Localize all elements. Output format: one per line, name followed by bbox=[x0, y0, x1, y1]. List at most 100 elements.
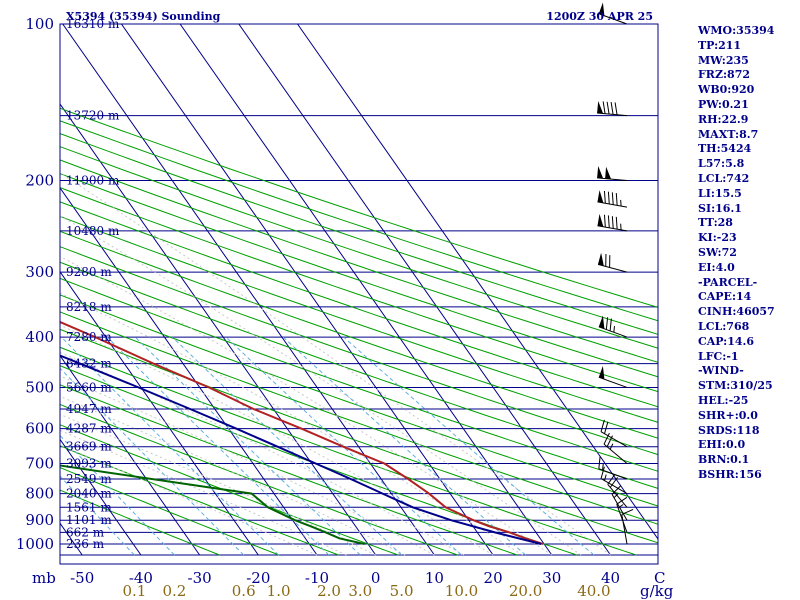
mixing-ratio-tick-label: 0.1 bbox=[122, 582, 146, 600]
index-item: SRDS:118 bbox=[698, 423, 760, 437]
wind-barb-shaft bbox=[597, 177, 628, 182]
wind-full-barb bbox=[600, 466, 605, 479]
mixing-ratio-line bbox=[282, 336, 526, 556]
index-item: STM:310/25 bbox=[698, 379, 773, 393]
wind-full-barb bbox=[606, 101, 610, 115]
moist-adiabat-line bbox=[60, 444, 318, 556]
pressure-tick-labels: 100 200 300 400 500 600 700 800 900 1000 bbox=[16, 15, 54, 553]
isotherm-line bbox=[60, 270, 259, 556]
wind-flag bbox=[597, 166, 604, 179]
wind-full-barb bbox=[603, 432, 610, 445]
wind-flag bbox=[597, 190, 604, 203]
dry-adiabat-line bbox=[60, 159, 658, 363]
dry-adiabat-line bbox=[60, 467, 280, 556]
dry-adiabat-line bbox=[60, 403, 458, 556]
wind-barb-shaft bbox=[598, 468, 628, 480]
moist-adiabat-line bbox=[60, 255, 553, 556]
moist-adiabat-line bbox=[60, 324, 494, 556]
temperature-tick-label: -30 bbox=[188, 569, 212, 587]
pressure-tick-label: 1000 bbox=[16, 535, 54, 553]
dry-adiabat-line bbox=[60, 346, 637, 556]
dry-adiabat-line bbox=[60, 489, 220, 556]
mixing-ratio-tick-label: 20.0 bbox=[509, 582, 542, 600]
wind-flag bbox=[598, 252, 604, 266]
pressure-tick-label: 100 bbox=[25, 15, 54, 33]
mixing-ratio-line bbox=[134, 336, 361, 556]
temperature-tick-label: -10 bbox=[305, 569, 329, 587]
wind-barb bbox=[597, 101, 628, 117]
indices-panel: WMO:35394 TP:211 MW:235 FRZ:872 WB0:920 PW:0.… bbox=[698, 24, 798, 483]
temperature-tick-label: 20 bbox=[484, 569, 503, 587]
wind-barb-shaft bbox=[600, 431, 628, 448]
wind-flag bbox=[605, 166, 612, 180]
isotherm-line bbox=[60, 354, 201, 556]
isotherm-line bbox=[179, 24, 553, 556]
wind-half-barb bbox=[613, 493, 619, 499]
temperature-tick-label: 10 bbox=[425, 569, 444, 587]
isobar-grid bbox=[60, 23, 658, 556]
wind-full-barb bbox=[607, 191, 610, 205]
wind-barb bbox=[598, 365, 628, 388]
wind-barb-shaft bbox=[600, 478, 628, 495]
index-item: -PARCEL- bbox=[698, 275, 758, 289]
pressure-tick-label: 700 bbox=[25, 455, 54, 473]
wind-full-barb bbox=[600, 419, 605, 432]
moist-adiabat-line bbox=[60, 292, 523, 556]
dry-adiabat-line bbox=[60, 277, 658, 489]
wind-barb bbox=[611, 485, 628, 521]
moist-adiabat-line bbox=[60, 351, 465, 556]
dry-adiabat-line bbox=[60, 328, 658, 544]
wind-half-barb bbox=[613, 326, 615, 333]
index-item: EHI:0.0 bbox=[698, 438, 746, 452]
pressure-tick-label: 600 bbox=[25, 420, 54, 438]
mixing-ratio-tick-label: 5.0 bbox=[390, 582, 414, 600]
dry-adiabat-line bbox=[60, 120, 658, 322]
wind-flag bbox=[598, 315, 605, 329]
height-label: 10480 m bbox=[66, 224, 120, 238]
dry-adiabat-line bbox=[60, 107, 658, 308]
pressure-tick-label: 300 bbox=[25, 263, 54, 281]
wind-flag bbox=[598, 365, 605, 380]
plot-frame bbox=[59, 23, 659, 565]
wind-half-barb bbox=[617, 504, 624, 509]
isotherm-line bbox=[297, 24, 658, 540]
profile-lines bbox=[60, 320, 544, 545]
temperature-tick-labels: -50 -40 -30 -20 -10 0 10 20 30 40 bbox=[70, 569, 620, 587]
wind-barb bbox=[600, 466, 628, 495]
moist-adiabat-line bbox=[60, 215, 582, 556]
index-item: -WIND- bbox=[698, 364, 744, 378]
dry-adiabat-line bbox=[60, 173, 658, 378]
index-item: MW:235 bbox=[698, 53, 749, 67]
height-label: 1101 m bbox=[66, 513, 112, 527]
height-label: 4287 m bbox=[66, 422, 112, 436]
height-label: 236 m bbox=[66, 537, 105, 551]
dry-adiabat-line bbox=[60, 187, 658, 393]
wind-full-barb bbox=[598, 456, 601, 469]
wind-flag bbox=[597, 101, 604, 114]
wind-barb bbox=[598, 456, 628, 480]
temperature-tick-label: 40 bbox=[601, 569, 620, 587]
dry-adiabat-line bbox=[60, 384, 518, 556]
mixing-ratio-tick-label: 3.0 bbox=[348, 582, 372, 600]
index-item: EI:4.0 bbox=[698, 260, 735, 274]
height-label: 3669 m bbox=[66, 440, 112, 454]
index-item: LI:15.5 bbox=[698, 186, 742, 200]
dry-adiabat-line bbox=[60, 311, 658, 525]
wind-half-barb bbox=[602, 463, 604, 471]
dry-adiabat-line bbox=[60, 215, 658, 423]
dry-adiabat-line bbox=[60, 201, 658, 408]
index-item: TT:28 bbox=[698, 216, 733, 230]
index-item: CAPE:14 bbox=[698, 290, 752, 304]
wind-half-barb bbox=[609, 443, 614, 450]
temperature-tick-label: 30 bbox=[542, 569, 561, 587]
index-item: MAXT:8.7 bbox=[698, 127, 759, 141]
index-item: FRZ:872 bbox=[698, 68, 751, 82]
height-label: 16310 m bbox=[66, 17, 120, 31]
height-label: 3093 m bbox=[66, 457, 112, 471]
wind-full-barb bbox=[615, 216, 618, 230]
index-item: WMO:35394 bbox=[698, 24, 775, 37]
index-item: CINH:46057 bbox=[698, 305, 775, 319]
wind-barb-shaft bbox=[611, 493, 628, 521]
height-label: 13720 m bbox=[66, 109, 120, 123]
